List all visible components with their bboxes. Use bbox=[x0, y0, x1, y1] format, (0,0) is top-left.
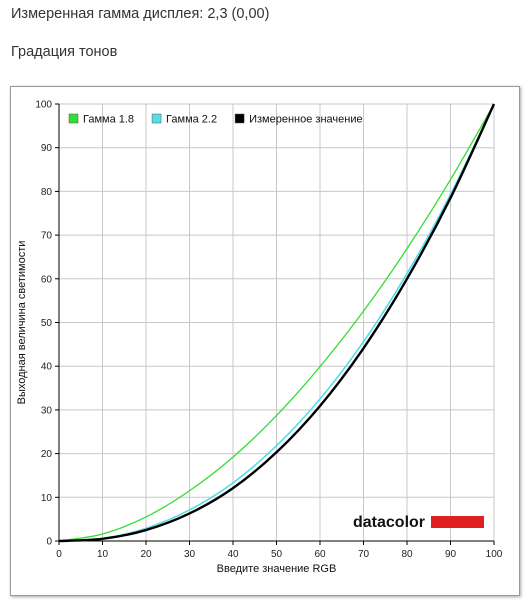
x-tick-label: 60 bbox=[314, 549, 326, 560]
x-tick-label: 100 bbox=[486, 549, 503, 560]
y-tick-label: 70 bbox=[41, 231, 53, 242]
x-tick-label: 0 bbox=[56, 549, 62, 560]
legend-label-2: Гамма 2.2 bbox=[166, 114, 217, 126]
y-tick-label: 40 bbox=[41, 362, 53, 373]
y-tick-label: 80 bbox=[41, 187, 53, 198]
x-tick-label: 20 bbox=[140, 549, 152, 560]
measured-gamma-text: Измеренная гамма дисплея: 2,3 (0,00) bbox=[11, 6, 270, 22]
x-tick-label: 40 bbox=[227, 549, 239, 560]
tone-response-chart: 0 10 20 30 40 50 60 70 80 90 100 0 10 20 30 40 50 60 70 80 9… bbox=[10, 86, 520, 596]
datacolor-logo-text: datacolor bbox=[353, 514, 425, 531]
x-tick-label: 80 bbox=[401, 549, 413, 560]
y-tick-label: 20 bbox=[41, 449, 53, 460]
section-title: Градация тонов bbox=[11, 44, 118, 60]
x-tick-label: 50 bbox=[271, 549, 283, 560]
x-tick-label: 30 bbox=[184, 549, 196, 560]
x-axis-title: Введите значение RGB bbox=[217, 563, 337, 575]
datacolor-logo-bar bbox=[431, 516, 484, 528]
y-tick-label: 60 bbox=[41, 274, 53, 285]
y-axis-title: Выходная величина светимости bbox=[16, 241, 28, 405]
series-line-1 bbox=[58, 103, 495, 542]
legend-swatch-1 bbox=[68, 113, 79, 124]
series-line-3 bbox=[58, 103, 496, 543]
legend-swatch-2 bbox=[151, 113, 162, 124]
legend-label-1: Гамма 1.8 bbox=[83, 114, 134, 126]
x-tick-label: 90 bbox=[445, 549, 457, 560]
y-tick-label: 10 bbox=[41, 493, 53, 504]
chart-svg: 0 10 20 30 40 50 60 70 80 90 100 0 10 20 30 40 50 60 70 80 9… bbox=[16, 100, 503, 576]
y-tick-label: 90 bbox=[41, 143, 53, 154]
x-tick-label: 70 bbox=[358, 549, 370, 560]
y-tick-label: 0 bbox=[46, 537, 52, 548]
y-tick-label: 100 bbox=[35, 100, 52, 111]
y-tick-label: 50 bbox=[41, 318, 53, 329]
legend-swatch-3 bbox=[234, 113, 245, 124]
y-tick-label: 30 bbox=[41, 405, 53, 416]
x-tick-label: 10 bbox=[97, 549, 109, 560]
series-line-2 bbox=[58, 103, 495, 542]
legend-label-3: Измеренное значение bbox=[249, 114, 363, 126]
datacolor-logo: datacolor bbox=[353, 514, 484, 531]
